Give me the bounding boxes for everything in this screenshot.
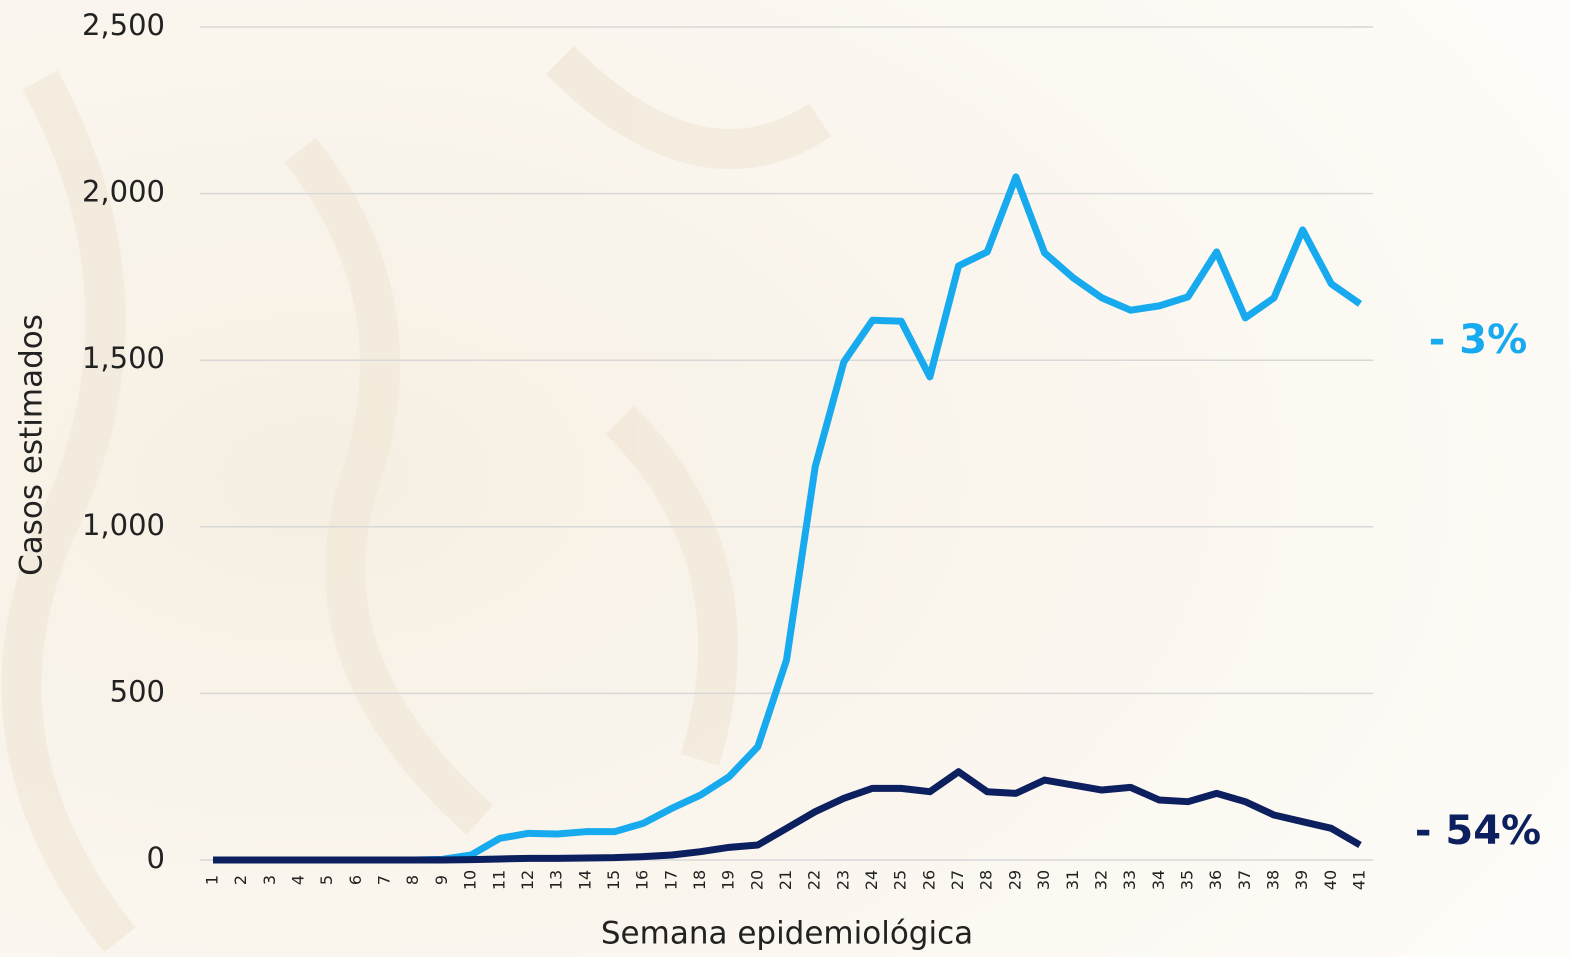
- x-tick-label: 25: [891, 870, 910, 890]
- y-tick-label: 500: [110, 674, 165, 708]
- x-tick-label: 13: [547, 870, 566, 890]
- x-tick-label: 22: [805, 870, 824, 890]
- x-tick-label: 9: [432, 875, 451, 885]
- x-tick-label: 37: [1235, 870, 1254, 890]
- x-tick-label: 32: [1091, 870, 1110, 890]
- x-tick-label: 28: [977, 870, 996, 890]
- x-tick-label: 26: [919, 870, 938, 890]
- x-tick-label: 40: [1321, 870, 1340, 890]
- x-tick-label: 16: [633, 870, 652, 890]
- x-tick-label: 29: [1005, 870, 1024, 890]
- x-tick-label: 6: [346, 875, 365, 885]
- x-tick-label: 2: [231, 875, 250, 885]
- y-tick-label: 1,500: [82, 341, 165, 375]
- x-tick-label: 4: [289, 875, 308, 885]
- x-tick-label: 23: [833, 870, 852, 890]
- x-tick-label: 35: [1177, 870, 1196, 890]
- x-tick-label: 41: [1350, 870, 1369, 890]
- x-tick-label: 39: [1292, 870, 1311, 890]
- y-tick-label: 2,500: [82, 8, 165, 42]
- x-tick-label: 20: [747, 870, 766, 890]
- x-tick-label: 34: [1149, 870, 1168, 890]
- x-tick-label: 38: [1263, 870, 1282, 890]
- x-tick-label: 1: [203, 875, 222, 885]
- annotation: - 54%: [1415, 808, 1541, 854]
- x-tick-label: 19: [719, 870, 738, 890]
- x-tick-label: 11: [489, 870, 508, 890]
- annotation: - 3%: [1429, 317, 1527, 363]
- x-tick-label: 18: [690, 870, 709, 890]
- y-tick-label: 2,000: [82, 175, 165, 209]
- x-tick-label: 12: [518, 870, 537, 890]
- x-tick-label: 24: [862, 870, 881, 890]
- x-tick-label: 3: [260, 875, 279, 885]
- y-axis-title: Casos estimados: [14, 314, 50, 576]
- x-tick-label: 27: [948, 870, 967, 890]
- x-tick-label: 36: [1206, 870, 1225, 890]
- x-tick-label: 21: [776, 870, 795, 890]
- x-tick-label: 5: [317, 875, 336, 885]
- series-line: [213, 768, 1362, 864]
- y-tick-label: 1,000: [82, 508, 165, 542]
- x-tick-label: 17: [661, 870, 680, 890]
- x-tick-label: 7: [375, 875, 394, 885]
- x-tick-label: 8: [403, 875, 422, 885]
- x-tick-label: 14: [575, 870, 594, 890]
- x-tick-label: 33: [1120, 870, 1139, 890]
- x-tick-label: 30: [1034, 870, 1053, 890]
- y-tick-label: 0: [147, 841, 165, 875]
- x-tick-label: 31: [1063, 870, 1082, 890]
- x-tick-label: 10: [461, 870, 480, 890]
- x-axis-title: Semana epidemiológica: [601, 916, 973, 952]
- decoration: [1, 45, 832, 953]
- x-tick-label: 15: [604, 870, 623, 890]
